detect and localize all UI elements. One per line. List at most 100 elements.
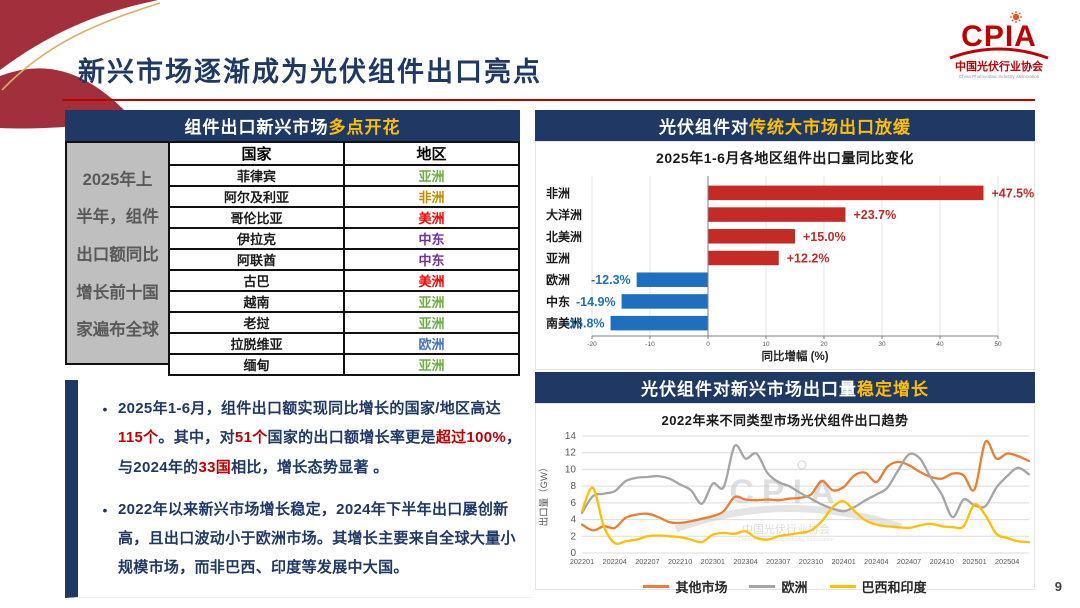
logo-arc: [949, 47, 1049, 60]
bullet-text: 2025年1-6月，组件出口额实现同比增长的国家/地区高达 115个。其中，对51…: [118, 394, 526, 482]
table-row: 越南 亚洲: [168, 290, 520, 313]
x-tick-label: 202504: [995, 557, 1019, 566]
country-cell: 古巴: [168, 269, 345, 292]
x-tick-label: 30: [878, 341, 886, 348]
text-segment: 相比，增长态势显著 。: [231, 458, 389, 476]
y-tick-label: 14: [565, 431, 577, 442]
y-tick-label: 6: [570, 498, 576, 509]
bar-category-label: 南美洲: [546, 316, 582, 331]
x-tick-label: 40: [936, 341, 944, 348]
bar-value-label: +23.7%: [853, 208, 896, 222]
x-tick-label: 202401: [831, 557, 855, 566]
line-chart-panel: 2022年来不同类型市场光伏组件出口趋势 0 2 4 6 8 10 12 14 CPIA 中国光伏…: [535, 403, 1035, 595]
bar-value-label: -12.3%: [591, 273, 631, 287]
x-tick-label: 10: [762, 341, 770, 348]
page-number: 9: [1054, 579, 1062, 594]
table-row: 拉脱维亚 欧洲: [168, 332, 520, 355]
line-chart-legend: 其他市场 欧洲 巴西和印度: [536, 576, 1034, 596]
bar: [708, 185, 984, 201]
text-segment: 33国: [198, 458, 232, 476]
text-segment: 国家的出口额增长率更是: [267, 429, 436, 447]
region-cell: 美洲: [343, 206, 520, 229]
bar-category-label: 大洋洲: [546, 207, 582, 222]
bar-category-label: 非洲: [546, 185, 570, 200]
side-label-line: 2025年上: [82, 170, 153, 189]
text-segment: 多点开花: [328, 118, 401, 137]
legend-swatch: [749, 584, 776, 588]
legend-label: 欧洲: [781, 579, 808, 595]
table-row: 伊拉克 中东: [168, 227, 520, 250]
table-side-label: 2025年上 半年，组件 出口额同比 增长前十国 家遍布全球: [65, 141, 168, 365]
bar-panel-header: 光伏组件对 传统大市场出口放缓: [535, 110, 1035, 141]
country-cell: 阿尔及利亚: [168, 185, 345, 208]
text-segment: 115个: [118, 429, 159, 447]
table-row: 阿尔及利亚 非洲: [168, 185, 520, 208]
x-tick-label: -20: [587, 341, 597, 348]
logo-name-en: China Photovoltaic Industry Association: [959, 74, 1040, 79]
svg-text:China Photovoltaic Industry As: China Photovoltaic Industry Association: [738, 537, 834, 543]
legend-label: 其他市场: [675, 579, 728, 595]
page-title: 新兴市场逐渐成为光伏组件出口亮点: [78, 57, 542, 87]
bar-chart-title: 2025年1-6月各地区组件出口量同比变化: [656, 150, 914, 166]
legend-swatch: [829, 584, 856, 588]
bar-value-label: +47.5%: [992, 186, 1035, 200]
bar-value-label: -16.8%: [565, 317, 605, 331]
region-cell: 亚洲: [343, 311, 520, 334]
bullet-item: • 2025年1-6月，组件出口额实现同比增长的国家/地区高达 115个。其中，对5…: [92, 394, 526, 482]
x-tick-label: -10: [645, 341, 655, 348]
bar: [636, 272, 708, 287]
y-tick-label: 10: [565, 464, 577, 475]
side-label-line: 增长前十国: [76, 283, 159, 302]
region-cell: 非洲: [343, 185, 520, 208]
table-row: 哥伦比亚 美洲: [168, 206, 520, 229]
bullet-dot: •: [102, 401, 108, 417]
series-line: [580, 486, 1031, 546]
bar: [708, 250, 779, 266]
country-cell: 哥伦比亚: [168, 206, 345, 229]
region-cell: 亚洲: [343, 290, 520, 313]
bar-category-label: 亚洲: [546, 252, 570, 266]
country-cell: 拉脱维亚: [168, 332, 345, 355]
text-segment: 光伏组件对: [659, 118, 749, 137]
region-cell: 亚洲: [343, 353, 520, 376]
country-cell: 阿联酋: [168, 248, 345, 271]
table-row: 缅甸 亚洲: [168, 353, 520, 376]
bar-chart-panel: 2025年1-6月各地区组件出口量同比变化 非洲 +47.5% 大洋洲 +23.7% 北…: [535, 141, 1035, 370]
x-tick-label: 20: [820, 341, 828, 348]
country-cell: 伊拉克: [168, 227, 345, 250]
side-label-line: 家遍布全球: [76, 321, 159, 340]
y-tick-label: 8: [570, 481, 576, 492]
table-column-header: 国家: [168, 141, 345, 166]
region-cell: 亚洲: [343, 164, 520, 187]
bar: [708, 229, 795, 244]
legend-item: 其他市场: [643, 577, 727, 596]
logo-name-cn: 中国光伏行业协会: [955, 59, 1044, 73]
legend-label: 巴西和印度: [861, 579, 927, 595]
series-line: [580, 443, 1031, 519]
bar-value-label: -14.9%: [576, 295, 616, 309]
x-tick-label: 202304: [733, 557, 757, 566]
bar-category-label: 中东: [546, 294, 570, 309]
bar: [610, 315, 708, 331]
x-axis-label: 同比增幅 (%): [761, 349, 828, 363]
legend-item: 巴西和印度: [829, 577, 927, 596]
x-tick-label: 202201: [570, 557, 594, 566]
bar: [621, 294, 708, 309]
text-segment: 2025年1-6月，组件出口额实现同比增长的国家/地区高达: [118, 400, 501, 417]
x-tick-label: 202310: [799, 557, 823, 566]
region-cell: 欧洲: [343, 332, 520, 355]
bullet-dot: •: [102, 501, 108, 518]
cpia-logo: CPIA 中国光伏行业协会 China Photovoltaic Industr…: [940, 10, 1058, 87]
text-segment: 光伏组件对新兴市场出口量: [641, 380, 857, 399]
x-tick-label: 202404: [864, 557, 888, 566]
bullet-item: • 2022年以来新兴市场增长稳定，2024年下半年出口屡创新高，且出口波动小于欧…: [92, 495, 526, 583]
text-segment: 组件出口新兴市场: [184, 118, 329, 137]
country-cell: 菲律宾: [168, 164, 345, 187]
text-segment: 51个: [234, 429, 268, 447]
table-row: 老挝 亚洲: [168, 311, 520, 334]
country-cell: 缅甸: [168, 353, 345, 376]
text-segment: 2022年以来新兴市场增长稳定，2024年下半年出口屡创新高，且出口波动小于欧洲…: [118, 500, 516, 577]
line-chart-title: 2022年来不同类型市场光伏组件出口趋势: [661, 413, 909, 428]
